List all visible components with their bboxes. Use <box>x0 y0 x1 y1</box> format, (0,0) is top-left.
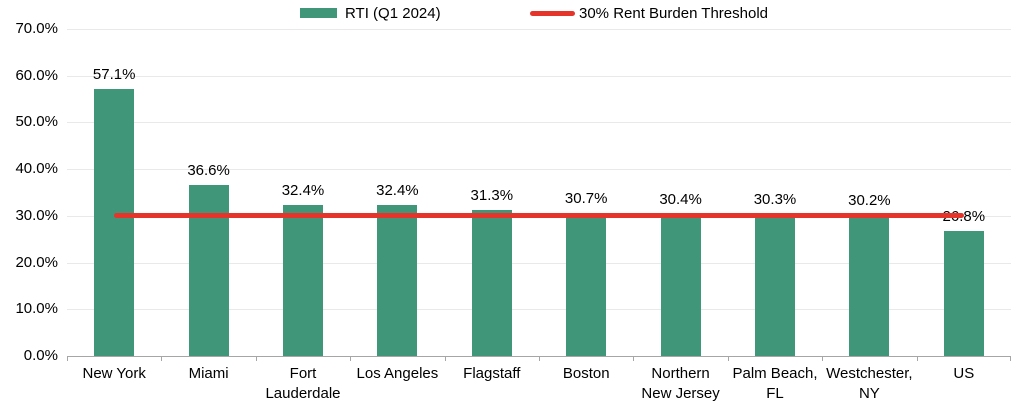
legend-item-rti: RTI (Q1 2024) <box>300 0 441 26</box>
x-axis-tick <box>256 356 257 361</box>
x-axis-category-label: New York <box>82 365 146 382</box>
x-axis-tick <box>822 356 823 361</box>
chart-legend: RTI (Q1 2024) 30% Rent Burden Threshold <box>0 0 1024 26</box>
bar-value-label: 30.3% <box>753 191 797 209</box>
bar-value-label: 30.7% <box>564 189 608 207</box>
x-axis-tick <box>917 356 918 361</box>
bar <box>283 204 323 356</box>
bar-value-label: 36.6% <box>187 162 230 180</box>
plot-area: 57.1% 36.6% 32.4% 32.4% 31.3% 30.7% 30.4% 30.3%… <box>67 29 1011 361</box>
threshold-line <box>114 213 964 219</box>
y-axis-tick-label: 60.0% <box>15 66 58 84</box>
threshold-line-swatch-icon <box>530 10 575 16</box>
legend-threshold-label: 30% Rent Burden Threshold <box>579 4 769 22</box>
bar-value-label: 32.4% <box>376 181 419 199</box>
bar <box>188 185 229 356</box>
rti-series-swatch-icon <box>300 8 337 18</box>
x-axis-category-label: Flagstaff <box>463 365 521 382</box>
x-axis-tick <box>633 356 634 361</box>
x-axis-category-label: Boston <box>562 365 610 382</box>
x-axis-category-label: Westchester, NY <box>826 365 913 402</box>
x-axis-category-label: Miami <box>188 365 229 382</box>
y-axis-tick-label: 20.0% <box>15 253 58 271</box>
legend-rti-label: RTI (Q1 2024) <box>345 4 441 22</box>
bar <box>943 230 984 356</box>
gridline <box>67 122 1011 124</box>
bar-value-label: 30.2% <box>848 191 891 209</box>
x-axis-category-label: Los Angeles <box>356 365 439 382</box>
x-axis-tick <box>1010 356 1011 361</box>
x-axis-category-label: Fort Lauderdale <box>265 365 341 402</box>
gridline <box>67 29 1011 30</box>
x-axis-tick <box>161 356 162 361</box>
x-axis-category-label: US <box>953 365 975 382</box>
y-axis-tick-label: 50.0% <box>15 113 58 131</box>
bar <box>755 214 795 356</box>
gridline <box>67 262 1011 264</box>
bar-value-label: 26.8% <box>942 207 986 225</box>
gridline <box>67 169 1011 171</box>
y-axis-tick-label: 30.0% <box>15 206 58 224</box>
x-axis-tick <box>67 356 68 361</box>
bar <box>94 89 135 356</box>
y-axis-tick-label: 0.0% <box>23 347 58 364</box>
x-axis-tick <box>539 356 540 361</box>
y-axis-tick-label: 10.0% <box>15 300 58 318</box>
bar <box>566 212 607 356</box>
bar <box>377 204 418 356</box>
y-axis-tick-label: 40.0% <box>15 160 58 178</box>
x-axis-tick <box>728 356 729 361</box>
y-axis-tick-label: 70.0% <box>15 20 58 37</box>
bar-value-label: 30.4% <box>659 191 702 208</box>
x-axis-tick <box>445 356 446 361</box>
bar <box>471 209 512 356</box>
bar-value-label: 32.4% <box>281 181 325 199</box>
legend-item-threshold: 30% Rent Burden Threshold <box>530 0 768 26</box>
x-axis-category-label: Palm Beach, FL <box>732 365 818 402</box>
bar <box>849 214 890 356</box>
gridline <box>67 75 1011 77</box>
bar-value-label: 57.1% <box>92 66 136 84</box>
bar-value-label: 31.3% <box>470 186 514 204</box>
x-axis-tick <box>350 356 351 361</box>
gridline <box>67 309 1011 311</box>
bar <box>660 214 701 356</box>
x-axis-category-label: Northern New Jersey <box>641 365 720 402</box>
